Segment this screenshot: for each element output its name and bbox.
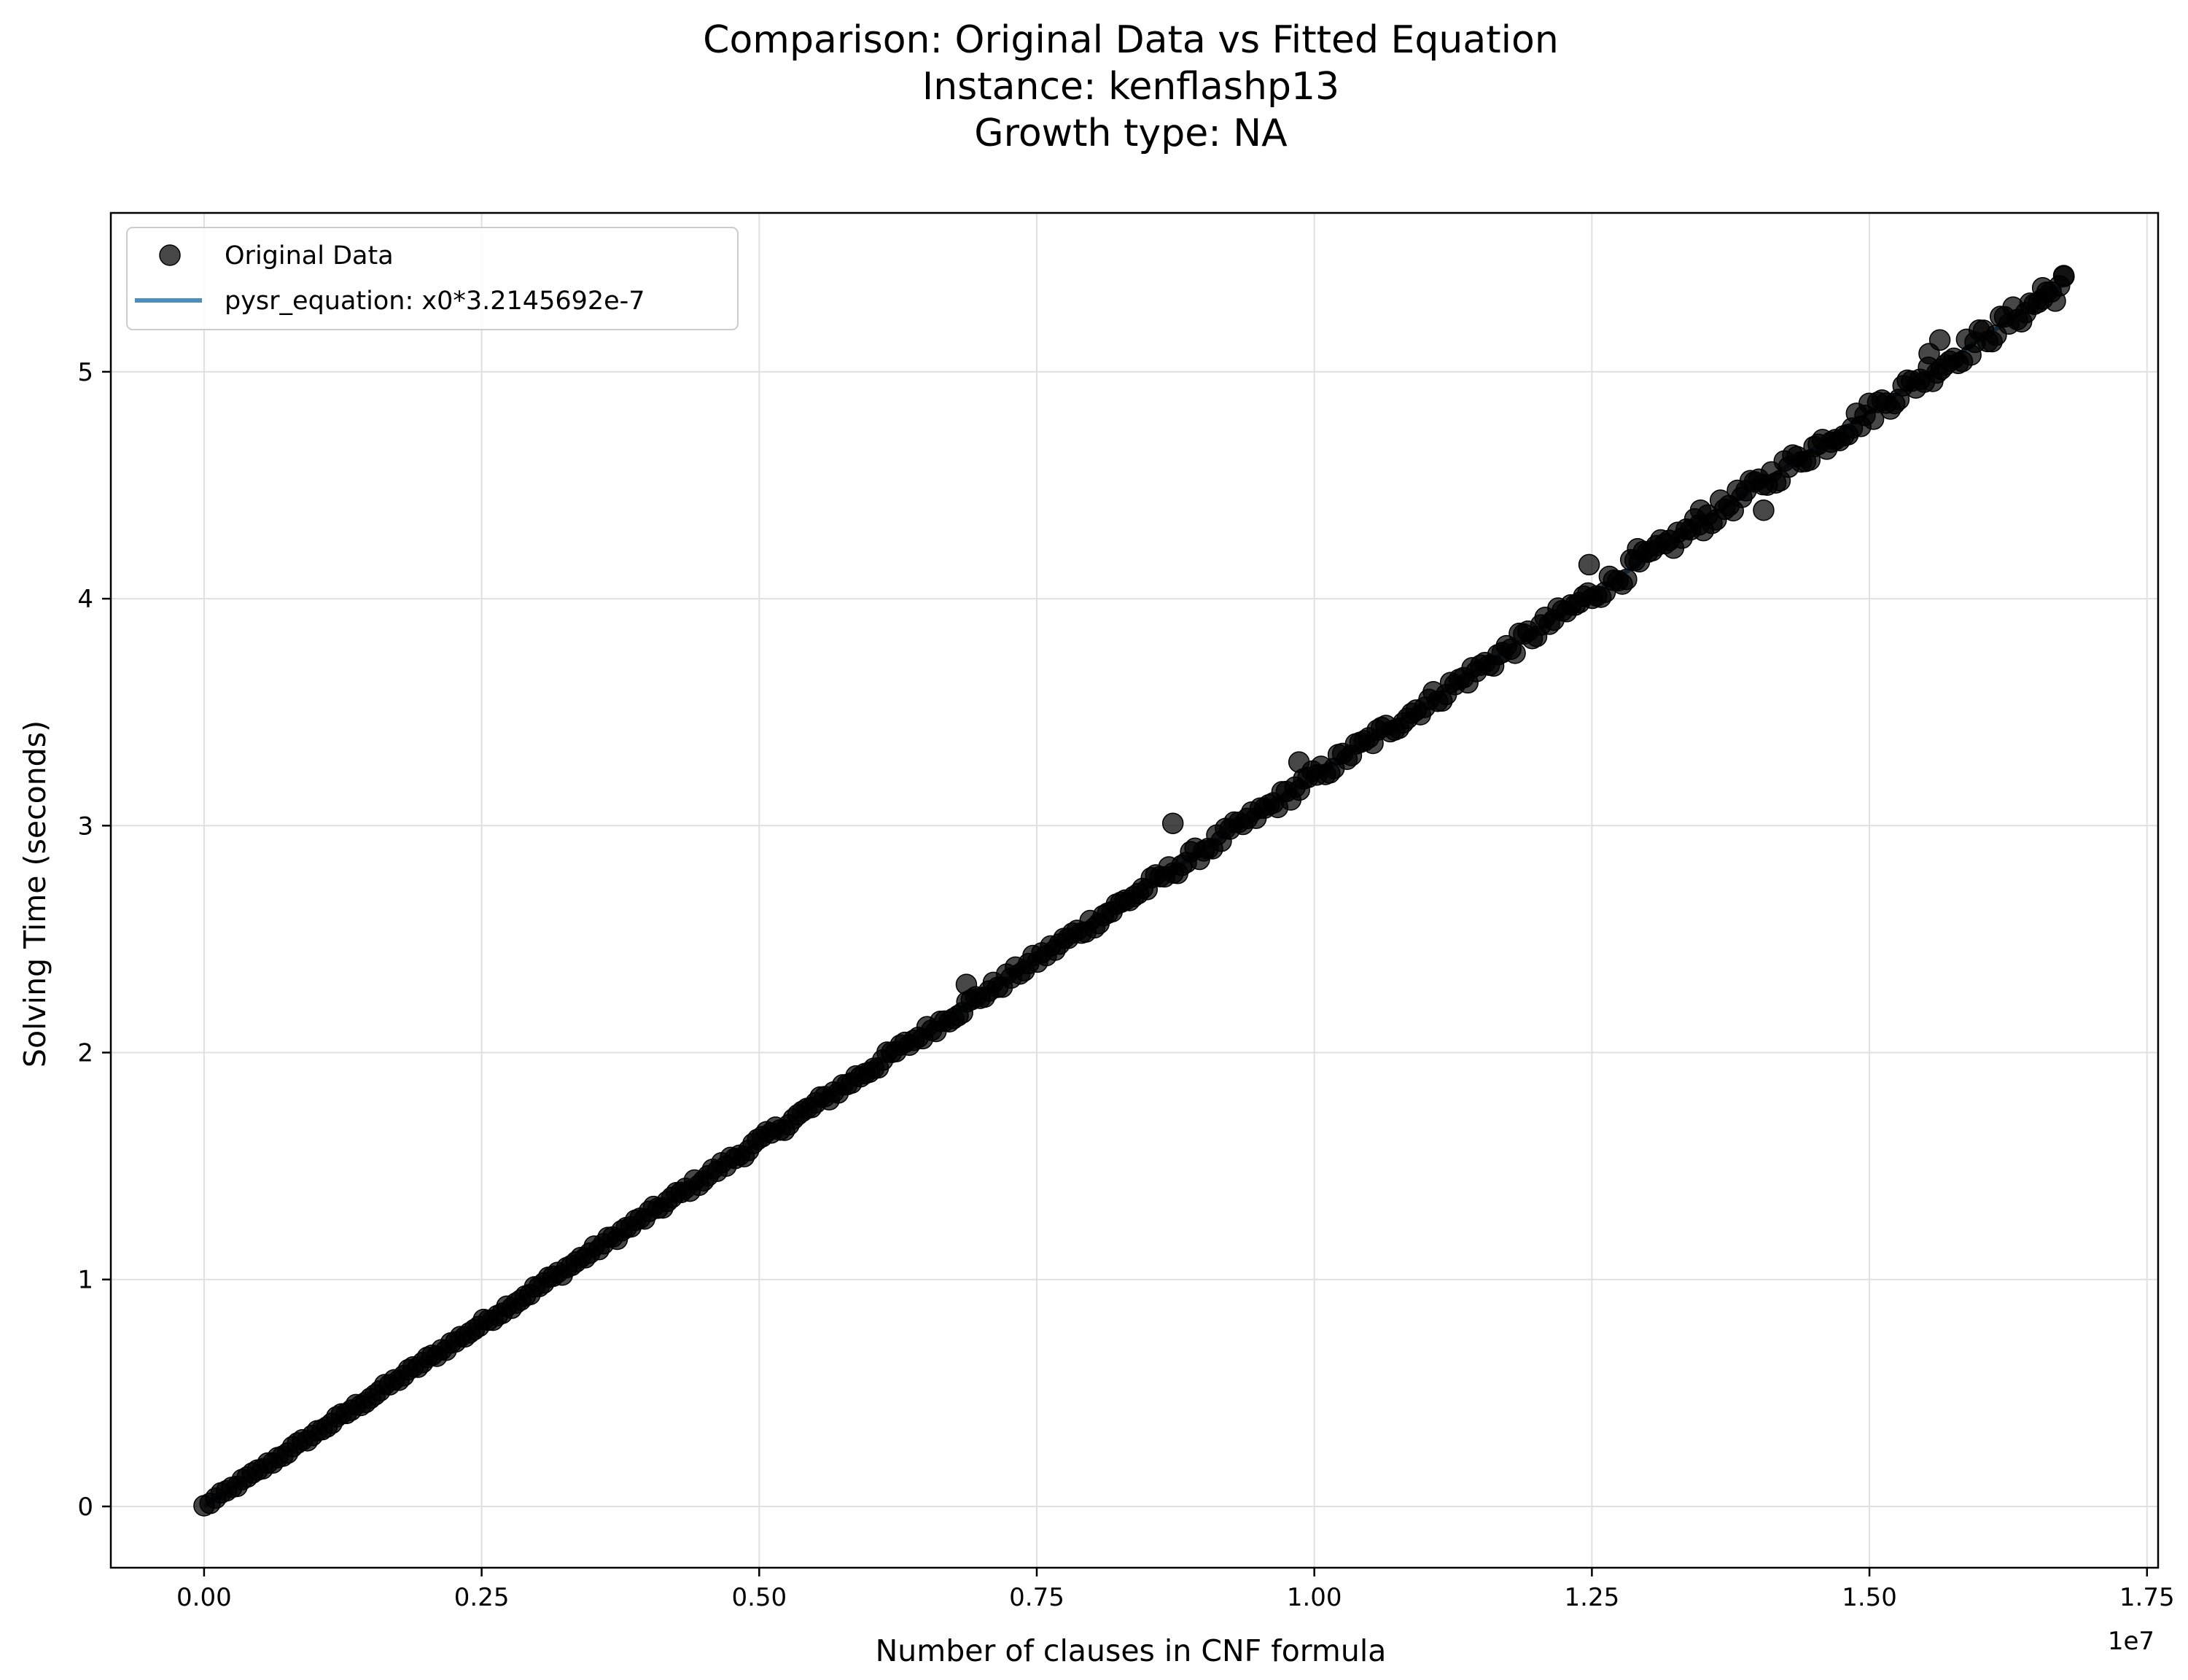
- legend-label-fit-line: pysr_equation: x0*3.2145692e-7: [225, 287, 645, 316]
- x-axis-label: Number of clauses in CNF formula: [876, 1633, 1387, 1668]
- x-axis-offset-label: 1e7: [2108, 1627, 2154, 1656]
- x-tick-label: 1.75: [2119, 1583, 2175, 1612]
- x-tick-label: 1.50: [1842, 1583, 1897, 1612]
- y-tick-label: 1: [77, 1266, 93, 1295]
- y-tick-label: 5: [77, 358, 93, 387]
- data-point: [1616, 568, 1638, 591]
- legend-marker-original-data: [159, 244, 181, 266]
- chart-title-line-1: Comparison: Original Data vs Fitted Equa…: [703, 18, 1559, 62]
- x-tick-label: 0.25: [454, 1583, 510, 1612]
- legend-box: [126, 227, 739, 330]
- data-point: [1161, 812, 1184, 834]
- grid-layer: [111, 213, 2158, 1568]
- data-point: [955, 973, 978, 995]
- data-point: [2031, 276, 2054, 299]
- x-tick-label: 0.00: [176, 1583, 232, 1612]
- x-tick-label: 1.25: [1565, 1583, 1620, 1612]
- data-point: [1288, 751, 1310, 773]
- data-point: [2053, 265, 2075, 287]
- y-tick-label: 3: [77, 812, 93, 841]
- chart-title-line-2: Instance: kenflashp13: [922, 65, 1339, 109]
- x-tick-label: 0.75: [1009, 1583, 1064, 1612]
- x-tick-label: 1.00: [1287, 1583, 1342, 1612]
- y-axis-label: Solving Time (seconds): [17, 720, 52, 1068]
- data-point: [1689, 499, 1712, 521]
- y-tick-label: 0: [77, 1493, 93, 1522]
- data-point: [1753, 499, 1775, 521]
- data-point: [1918, 343, 1940, 365]
- plot-area-frame: [109, 211, 2160, 1569]
- y-tick-label: 2: [77, 1039, 93, 1068]
- y-tick-label: 4: [77, 585, 93, 614]
- x-tick-label: 0.50: [731, 1583, 787, 1612]
- tick-layer: 0.00 0.25 0.50 0.75 1.00 1.25 1.50 1.75 0 1 2 3 4 5: [77, 358, 2174, 1612]
- data-point: [1504, 642, 1526, 664]
- data-point: [1578, 553, 1600, 576]
- data-point: [1627, 537, 1648, 560]
- legend: Original Data pysr_equation: x0*3.214569…: [126, 227, 739, 330]
- plot-layer: [193, 265, 2075, 1517]
- chart-title-group: Comparison: Original Data vs Fitted Equa…: [703, 18, 1559, 155]
- legend-label-original-data: Original Data: [225, 241, 394, 271]
- chart-title-line-3: Growth type: NA: [974, 112, 1288, 155]
